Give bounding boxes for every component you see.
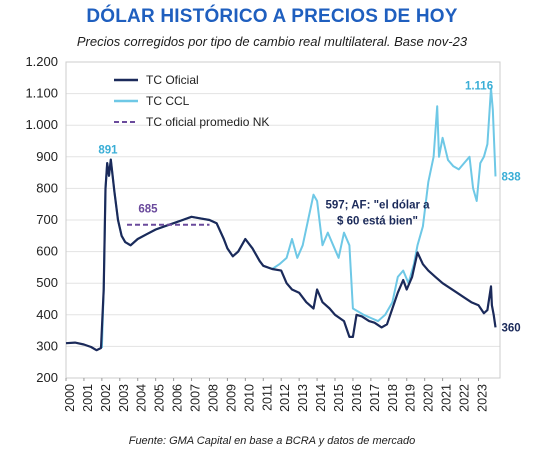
x-tick-label: 2000	[63, 384, 77, 412]
x-tick-label: 2021	[440, 384, 454, 412]
annotations: 891 685 597; AF: "el dólar a $ 60 está b…	[98, 81, 521, 335]
annotation-official-last: 360	[502, 322, 521, 334]
x-axis-ticks: 2000 2001 2002 2003 2004 2005 2006 2007 2008 2009…	[63, 378, 489, 412]
y-tick-label: 1.200	[25, 54, 58, 69]
legend-label-ccl: TC CCL	[146, 94, 190, 108]
x-tick-label: 2013	[296, 384, 310, 412]
x-tick-label: 2020	[422, 384, 436, 412]
annotation-ccl-peak: 1.116	[465, 81, 493, 93]
x-tick-label: 2012	[278, 384, 292, 412]
legend: TC Oficial TC CCL TC oficial promedio NK	[114, 73, 269, 129]
y-tick-label: 400	[36, 307, 58, 322]
chart-source-note: Fuente: GMA Capital en base a BCRA y dat…	[128, 435, 416, 447]
series-line-official	[65, 158, 497, 352]
chart-title: DÓLAR HISTÓRICO A PRECIOS DE HOY	[86, 6, 458, 27]
annotation-af-quote-line2: $ 60 está bien"	[337, 216, 418, 228]
y-gridlines	[66, 61, 500, 379]
x-tick-label: 2005	[153, 384, 167, 412]
x-tick-label: 2011	[260, 384, 274, 411]
x-tick-label: 2002	[99, 384, 113, 412]
annotation-nk-average: 685	[138, 204, 158, 216]
y-tick-label: 700	[36, 212, 58, 227]
x-tick-label: 2023	[475, 384, 489, 412]
y-tick-label: 300	[36, 338, 58, 353]
annotation-peak-2002: 891	[98, 145, 118, 157]
x-tick-label: 2008	[206, 384, 220, 412]
x-tick-label: 2016	[350, 384, 364, 412]
x-tick-label: 2017	[368, 384, 382, 412]
x-tick-label: 2003	[117, 384, 131, 412]
y-tick-label: 1.000	[25, 117, 58, 132]
x-tick-label: 2018	[386, 384, 400, 412]
y-tick-label: 900	[36, 149, 58, 164]
x-tick-label: 2015	[332, 384, 346, 412]
x-tick-label: 2004	[135, 384, 149, 412]
chart-subtitle: Precios corregidos por tipo de cambio re…	[76, 34, 468, 49]
y-axis-ticks: 200 300 400 500 600 700 800 900 1.000 1.100 1.200	[25, 54, 58, 385]
annotation-af-quote-line1: 597; AF: "el dólar a	[325, 200, 430, 212]
x-tick-label: 2019	[404, 384, 418, 412]
x-tick-label: 2007	[189, 384, 203, 412]
annotation-ccl-last: 838	[502, 171, 522, 183]
y-tick-label: 500	[36, 275, 58, 290]
legend-label-nk-avg: TC oficial promedio NK	[146, 115, 269, 129]
x-tick-label: 2001	[81, 384, 95, 412]
y-tick-label: 800	[36, 180, 58, 195]
plot-area-frame	[65, 61, 501, 379]
y-tick-label: 600	[36, 244, 58, 259]
y-tick-label: 1.100	[25, 86, 58, 101]
y-tick-label: 200	[36, 370, 58, 385]
x-tick-label: 2009	[224, 384, 238, 412]
x-tick-label: 2006	[171, 384, 185, 412]
x-tick-label: 2010	[242, 384, 256, 412]
series-group	[65, 87, 497, 352]
x-tick-label: 2014	[314, 384, 328, 412]
legend-label-official: TC Oficial	[146, 73, 199, 87]
x-tick-label: 2022	[458, 384, 472, 412]
